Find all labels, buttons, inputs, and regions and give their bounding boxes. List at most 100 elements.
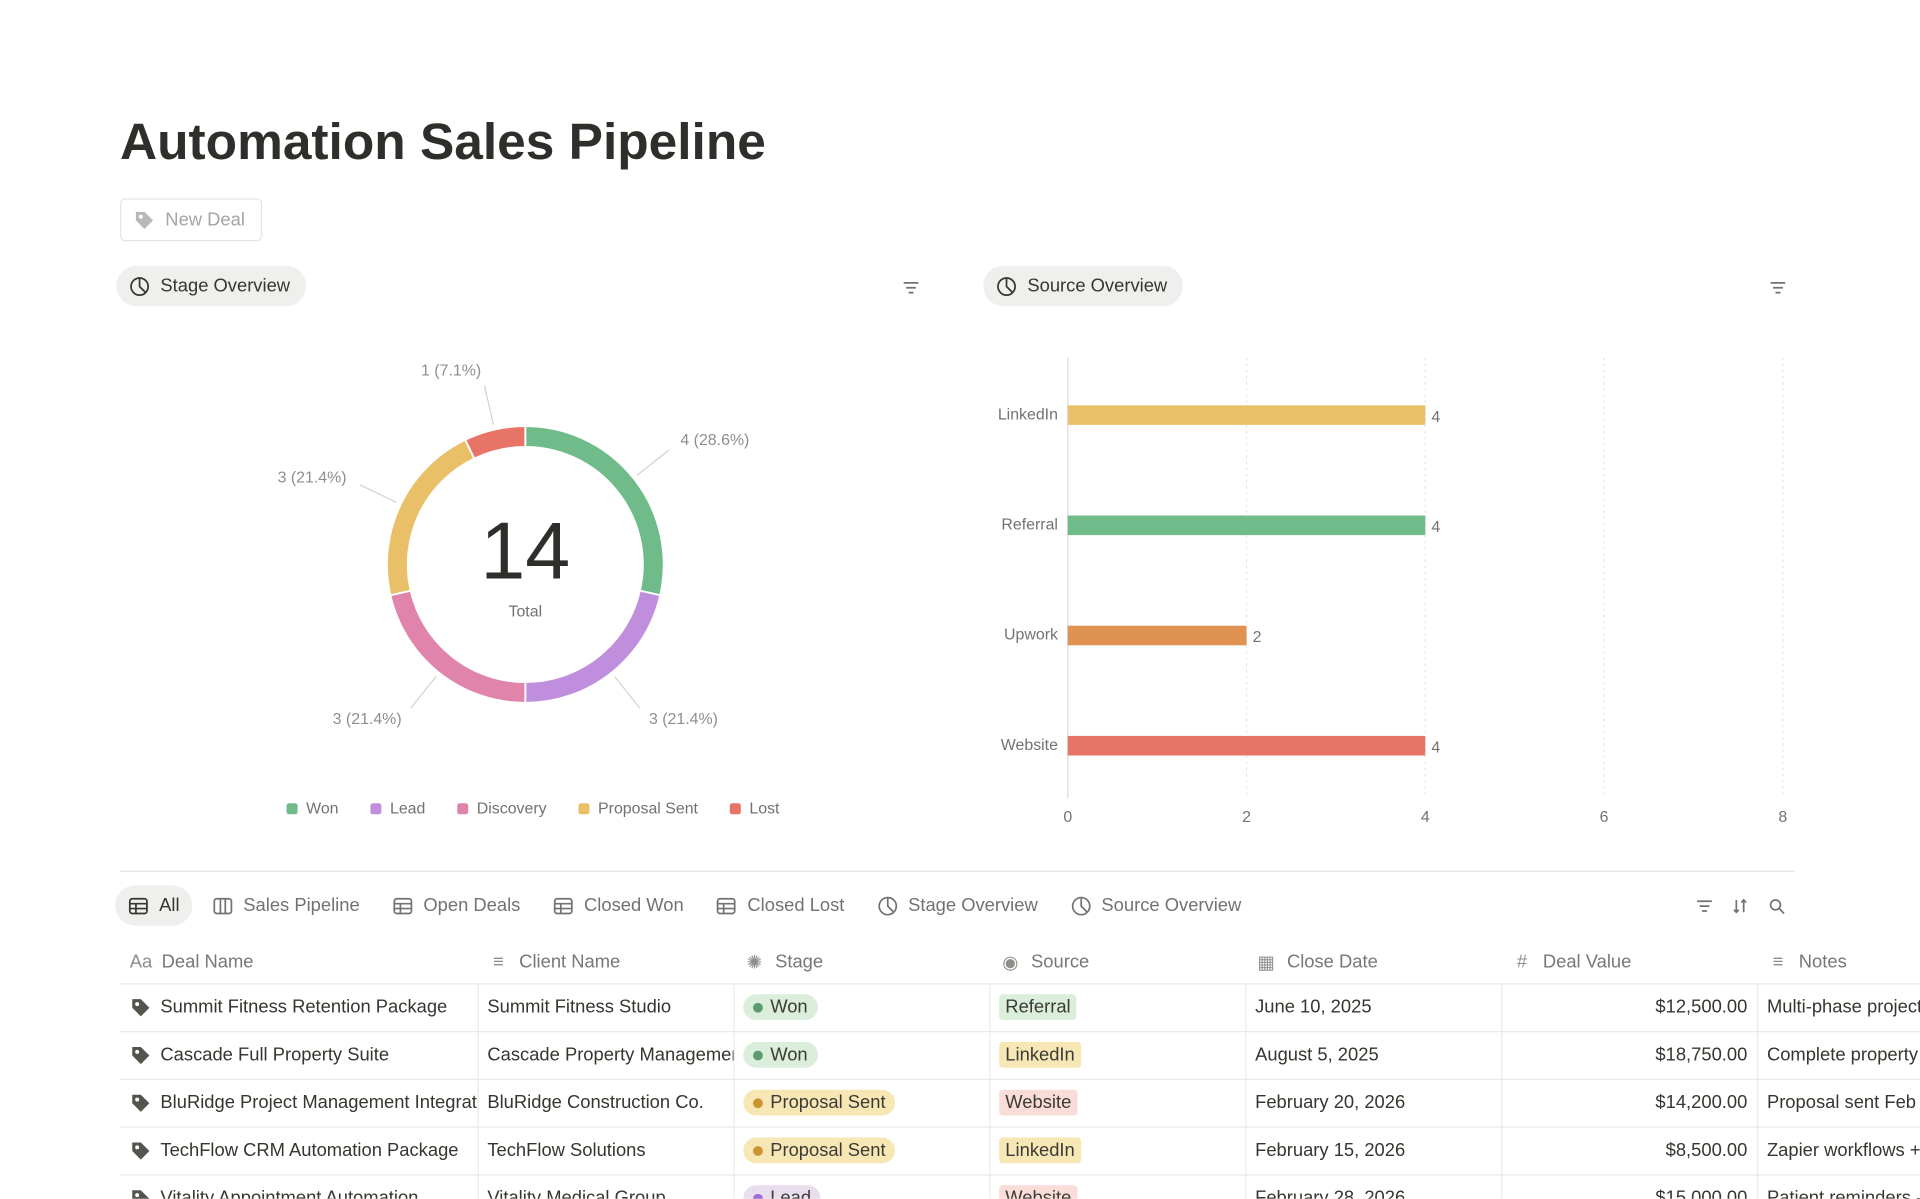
stage-tag: Won: [743, 994, 818, 1021]
legend-label: Won: [306, 801, 338, 818]
cell-text: TechFlow Solutions: [487, 1140, 646, 1161]
legend-label: Discovery: [477, 801, 547, 818]
table-cell: $14,200.00: [1501, 1079, 1757, 1127]
view-tab[interactable]: All: [115, 885, 192, 926]
toolbar-icon[interactable]: [1767, 896, 1787, 916]
icon-part: [554, 902, 572, 913]
donut-slice: [524, 589, 662, 704]
table-border: [120, 983, 1920, 985]
column-name: Source: [1031, 951, 1090, 973]
icon-part: [129, 902, 147, 913]
row-icon: [132, 998, 150, 1016]
icon-part: [219, 898, 226, 913]
table-cell: $8,500.00: [1501, 1127, 1757, 1175]
table-cell: Referral: [989, 983, 1245, 1031]
column-header[interactable]: # Deal Value: [1501, 938, 1757, 986]
table-cell: LinkedIn: [989, 1031, 1245, 1079]
tag-text: LinkedIn: [1005, 1140, 1075, 1161]
filter-icon[interactable]: [1768, 278, 1788, 298]
icon-part: [1079, 896, 1088, 913]
donut-slice: [389, 589, 527, 704]
column-icon: ≡: [492, 951, 504, 973]
y-tick-label: Referral: [1001, 517, 1058, 534]
charts: 4 (28.6%) 3 (21.4%) 3 (21.4%) 3 (21.4%) 1 (7…: [278, 357, 1787, 826]
table-cell: February 28, 2026: [1245, 1174, 1501, 1199]
tag-text: Proposal Sent: [770, 1140, 886, 1161]
cell-text: $15,000.00: [1655, 1187, 1748, 1199]
cell-text: Proposal sent Feb: [1766, 1092, 1917, 1114]
legend-swatch: [457, 803, 469, 815]
cell-text: Summit Fitness Studio: [487, 996, 672, 1018]
view-name: Stage Overview: [160, 275, 291, 297]
cell-text: August 5, 2025: [1255, 1044, 1379, 1066]
view-button[interactable]: Stage Overview: [116, 265, 306, 307]
value-label: 2: [1253, 629, 1262, 646]
column-border: [733, 983, 735, 1199]
view-button[interactable]: Source Overview: [983, 265, 1184, 307]
table-cell: Patient reminders -: [1757, 1174, 1920, 1199]
column-name: Close Date: [1286, 951, 1378, 973]
tab-label: Closed Lost: [747, 895, 845, 916]
icon-part: [135, 1001, 140, 1006]
filter-icon[interactable]: [1695, 896, 1715, 916]
column-header[interactable]: ≡ Notes: [1757, 938, 1920, 986]
view-tab[interactable]: Open Deals: [379, 885, 532, 925]
icon-part: [132, 1189, 150, 1199]
new-deal-button[interactable]: New Deal: [120, 198, 263, 242]
icon: [877, 896, 897, 915]
column-name: Deal Name: [161, 951, 254, 973]
tab-label: All: [159, 895, 180, 916]
source-tag: Referral: [999, 994, 1077, 1021]
column-border: [989, 983, 991, 1199]
icon-part: [718, 902, 736, 913]
column-name: Notes: [1798, 951, 1847, 973]
column-icon: Aa: [129, 951, 153, 973]
column-header[interactable]: ✺ Stage: [733, 938, 989, 986]
column-header[interactable]: ▦ Close Date: [1245, 938, 1501, 986]
cell-text: February 28, 2026: [1255, 1187, 1406, 1199]
icon: [213, 897, 232, 914]
column-header[interactable]: Aa Deal Name: [120, 938, 478, 986]
table-cell: Vitality Appointment Automation: [120, 1174, 478, 1199]
view-tab[interactable]: Closed Lost: [703, 885, 856, 925]
column-icon: ≡: [1772, 951, 1784, 973]
legend-swatch: [370, 803, 382, 815]
row-border: [120, 1126, 1920, 1128]
leader-line: [636, 449, 670, 476]
x-tick-label: 0: [1063, 809, 1072, 826]
leader-line: [359, 484, 397, 503]
cell-text: Zapier workflows +: [1766, 1140, 1920, 1161]
table-cell: TechFlow Solutions: [478, 1127, 734, 1175]
icon-part: [1770, 282, 1786, 294]
toolbar-icon[interactable]: [1730, 896, 1750, 916]
table-cell: Summit Fitness Retention Package: [120, 983, 478, 1031]
view-tab[interactable]: Stage Overview: [864, 885, 1050, 925]
icon: [130, 276, 150, 296]
tag-text: LinkedIn: [1005, 1044, 1075, 1066]
view-tab[interactable]: Sales Pipeline: [199, 885, 372, 925]
column-icon: ✺: [746, 952, 762, 973]
slice-label: 3 (21.4%): [333, 711, 402, 728]
column-name: Deal Value: [1542, 951, 1632, 973]
column-header[interactable]: ◉ Source: [989, 938, 1245, 986]
slice-label: 1 (7.1%): [421, 362, 481, 379]
tab-label: Sales Pipeline: [243, 895, 360, 916]
tag-text: Referral: [1005, 996, 1071, 1018]
icon-part: [886, 896, 895, 913]
table-cell: Zapier workflows +: [1757, 1127, 1920, 1175]
row-icon: [132, 1094, 150, 1112]
bar: [1067, 625, 1247, 646]
cell-text: February 15, 2026: [1255, 1140, 1406, 1161]
filter-icon[interactable]: [901, 278, 921, 298]
view-tab[interactable]: Source Overview: [1057, 885, 1253, 925]
view-tab[interactable]: Closed Won: [540, 885, 696, 925]
row-icon: [132, 1189, 150, 1199]
leader-line: [614, 676, 641, 709]
x-tick-label: 2: [1242, 809, 1251, 826]
column-header[interactable]: ≡ Client Name: [478, 938, 734, 986]
column-border: [1245, 983, 1247, 1199]
page-title: Automation Sales Pipeline: [120, 112, 766, 171]
donut-slice: [386, 438, 476, 597]
source-tag: LinkedIn: [999, 1137, 1081, 1164]
